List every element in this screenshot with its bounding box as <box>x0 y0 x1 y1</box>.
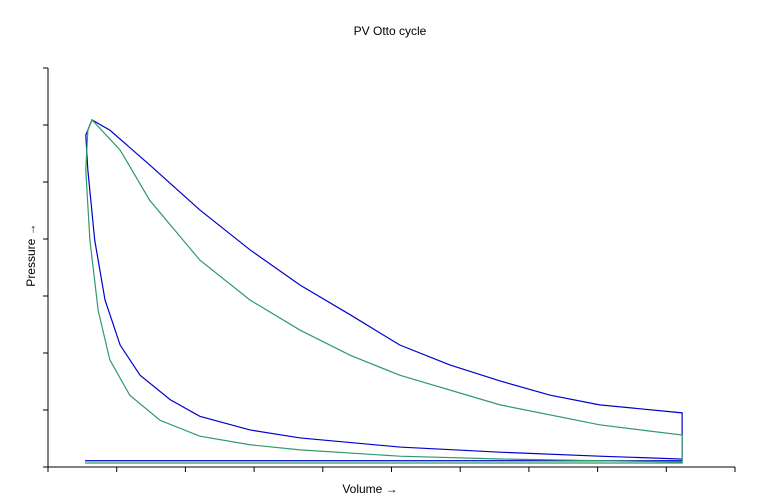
chart-title: PV Otto cycle <box>354 24 427 38</box>
cycle-line <box>85 118 683 464</box>
x-axis-label: Volume → <box>342 482 397 496</box>
y-axis-label: Pressure → <box>24 223 38 286</box>
cycle-line <box>85 119 683 462</box>
